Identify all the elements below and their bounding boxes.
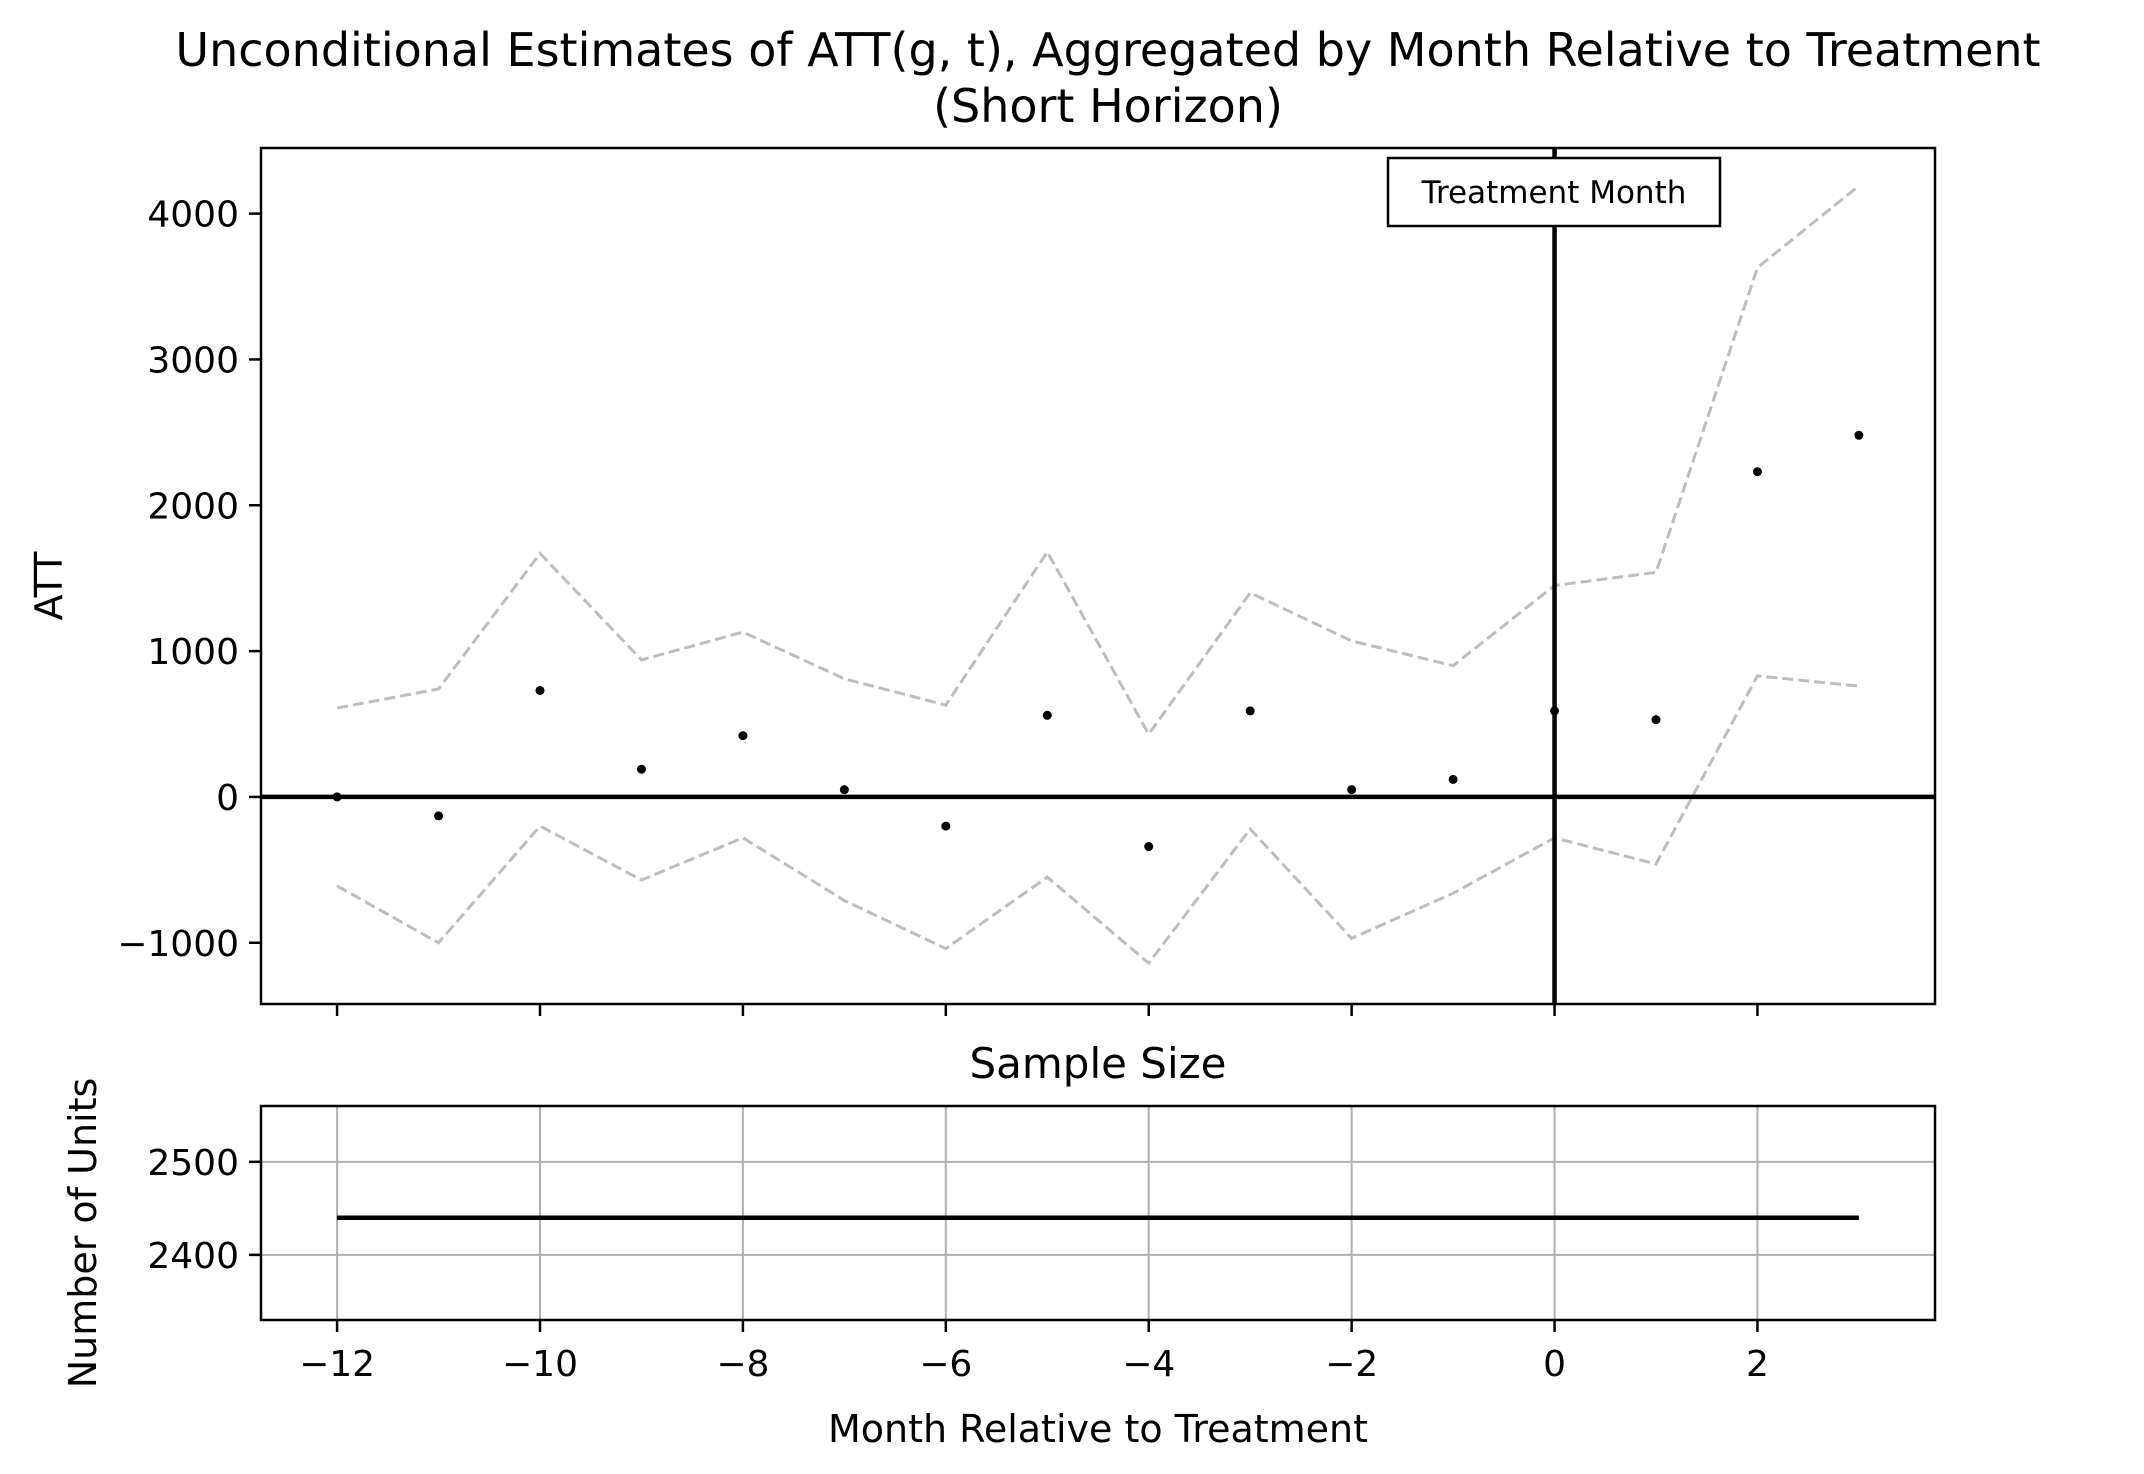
ci-upper-line (336, 184, 1860, 737)
att-panel: Treatment Month −1000 0 1000 2000 3000 4000 (117, 146, 1937, 1016)
chart-title-line-1: Unconditional Estimates of ATT(g, t), Ag… (175, 23, 2040, 77)
sample-size-y-tick-label: 2500 (147, 1143, 239, 1184)
ci-lower-line (336, 674, 1860, 966)
att-point (1854, 430, 1864, 440)
x-tick-label: −8 (716, 1344, 769, 1385)
att-point (1144, 842, 1154, 852)
att-plot-frame (259, 146, 1937, 1006)
att-point (1752, 467, 1762, 477)
x-tick-label: −4 (1122, 1344, 1175, 1385)
att-y-tick-label: 3000 (147, 340, 239, 381)
x-tick-label: 2 (1746, 1344, 1769, 1385)
sample-size-y-axis-label: Number of Units (61, 1078, 105, 1389)
x-tick-label: −6 (919, 1344, 972, 1385)
att-point (1042, 710, 1052, 720)
att-y-axis-label: ATT (27, 551, 71, 621)
x-axis-label: Month Relative to Treatment (828, 1407, 1368, 1451)
att-point (941, 821, 951, 831)
sample-size-plot-area (261, 1106, 1935, 1320)
att-y-tick-label: 2000 (147, 486, 239, 527)
x-tick-label: −12 (299, 1344, 375, 1385)
att-y-tick-label: 0 (216, 778, 239, 819)
x-tick-label: 0 (1543, 1344, 1566, 1385)
att-point (1448, 774, 1458, 784)
att-y-tick-label: −1000 (117, 924, 239, 965)
att-point (434, 811, 444, 821)
att-point (1245, 706, 1255, 716)
att-point (1347, 785, 1357, 795)
sample-size-y-tick-label: 2400 (147, 1236, 239, 1277)
att-plot-area (261, 148, 1935, 1004)
sample-size-plot-frame (259, 1104, 1937, 1322)
treatment-month-annotation: Treatment Month (1421, 175, 1687, 211)
att-point (636, 764, 646, 774)
chart-title-line-2: (Short Horizon) (933, 79, 1283, 133)
att-point (1651, 715, 1661, 725)
treatment-month-annotation-box (1386, 156, 1722, 228)
att-point (738, 731, 748, 741)
att-y-tick-label: 4000 (147, 195, 239, 236)
att-point (535, 685, 545, 695)
att-point (1550, 706, 1560, 716)
sample-size-subplot-title: Sample Size (969, 1039, 1226, 1088)
sample-size-panel: 2400 2500 −12 −10 −8 −6 −4 −2 0 2 (147, 1104, 1937, 1385)
att-point (839, 785, 849, 795)
x-tick-label: −10 (502, 1344, 578, 1385)
x-tick-label: −2 (1325, 1344, 1378, 1385)
att-point (332, 792, 342, 802)
att-y-tick-label: 1000 (147, 632, 239, 673)
